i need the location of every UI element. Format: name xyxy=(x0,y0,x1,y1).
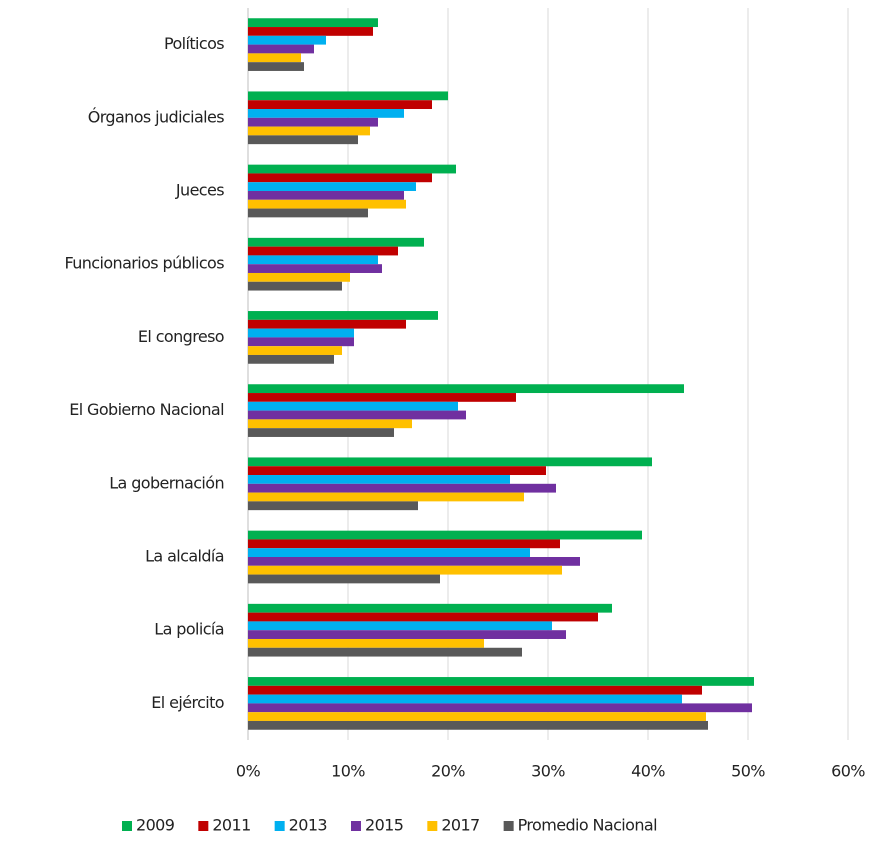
bar xyxy=(248,208,368,218)
bar xyxy=(248,410,466,420)
bar xyxy=(248,135,358,145)
x-tick-label: 20% xyxy=(431,762,465,781)
bar xyxy=(248,62,304,71)
x-tick-label: 0% xyxy=(236,762,261,781)
bar xyxy=(248,199,406,209)
bar xyxy=(248,281,342,291)
bar xyxy=(248,264,382,273)
bar xyxy=(248,401,458,411)
y-tick-label: Órganos judiciales xyxy=(88,107,225,126)
y-tick-label: El congreso xyxy=(138,327,224,346)
bar xyxy=(248,311,438,320)
bar xyxy=(248,393,516,402)
y-tick-label: El Gobierno Nacional xyxy=(69,400,224,419)
bar xyxy=(248,603,612,613)
bar xyxy=(248,685,702,695)
bar xyxy=(248,612,598,622)
bar xyxy=(248,53,301,63)
legend-swatch xyxy=(198,821,209,831)
y-tick-label: Políticos xyxy=(164,34,224,53)
bar xyxy=(248,44,314,54)
bar xyxy=(248,100,432,110)
bar xyxy=(248,346,342,355)
bar xyxy=(248,501,418,511)
x-tick-label: 40% xyxy=(631,762,665,781)
bar xyxy=(248,354,334,364)
bar xyxy=(248,35,326,45)
legend-label: Promedio Nacional xyxy=(518,816,657,835)
bar xyxy=(248,319,406,329)
legend-label: 2015 xyxy=(365,816,403,835)
bar xyxy=(248,328,354,338)
y-tick-label: Jueces xyxy=(175,181,224,200)
bar xyxy=(248,574,440,584)
bar xyxy=(248,638,484,648)
legend-swatch xyxy=(350,821,361,831)
bar xyxy=(248,182,416,191)
x-tick-label: 30% xyxy=(531,762,565,781)
bar xyxy=(248,694,682,704)
bar xyxy=(248,237,424,247)
y-tick-label: El ejército xyxy=(151,693,224,712)
bar xyxy=(248,191,404,200)
legend-swatch xyxy=(503,821,514,831)
legend-label: 2013 xyxy=(289,816,327,835)
bar xyxy=(248,117,378,127)
bar xyxy=(248,483,556,493)
bar xyxy=(248,164,456,174)
bar xyxy=(248,272,350,282)
bar xyxy=(248,630,566,639)
bar xyxy=(248,457,652,467)
bar xyxy=(248,27,373,36)
bar xyxy=(248,255,378,265)
x-tick-label: 60% xyxy=(831,762,865,781)
bar xyxy=(248,18,378,28)
legend-swatch xyxy=(122,821,132,831)
bar xyxy=(248,720,708,730)
legend-label: 2011 xyxy=(212,816,250,835)
bar xyxy=(248,126,370,136)
bar xyxy=(248,621,552,631)
legend-label: 2017 xyxy=(441,816,479,835)
y-tick-label: Funcionarios públicos xyxy=(65,254,225,273)
bar xyxy=(248,428,394,437)
bar xyxy=(248,557,580,566)
bar xyxy=(248,539,560,549)
bar xyxy=(248,475,510,484)
bar xyxy=(248,548,530,557)
bar xyxy=(248,492,524,502)
x-tick-label: 50% xyxy=(731,762,765,781)
bar xyxy=(248,565,562,575)
bar xyxy=(248,677,754,686)
legend-label: 2009 xyxy=(136,816,175,835)
bar xyxy=(248,109,404,118)
legend-swatch xyxy=(427,821,438,831)
bar xyxy=(248,530,642,540)
bar xyxy=(248,91,448,101)
bar xyxy=(248,712,706,721)
bar xyxy=(248,173,432,183)
bar xyxy=(248,246,398,256)
y-tick-label: La alcaldía xyxy=(145,547,224,566)
bar xyxy=(248,703,752,713)
y-tick-label: La policía xyxy=(154,620,224,639)
bar xyxy=(248,337,354,347)
y-tick-label: La gobernación xyxy=(109,473,224,492)
bar xyxy=(248,466,546,476)
bar xyxy=(248,647,522,657)
bar xyxy=(248,419,412,429)
bar xyxy=(248,384,684,394)
legend-swatch xyxy=(274,821,285,831)
x-tick-label: 10% xyxy=(331,762,365,781)
